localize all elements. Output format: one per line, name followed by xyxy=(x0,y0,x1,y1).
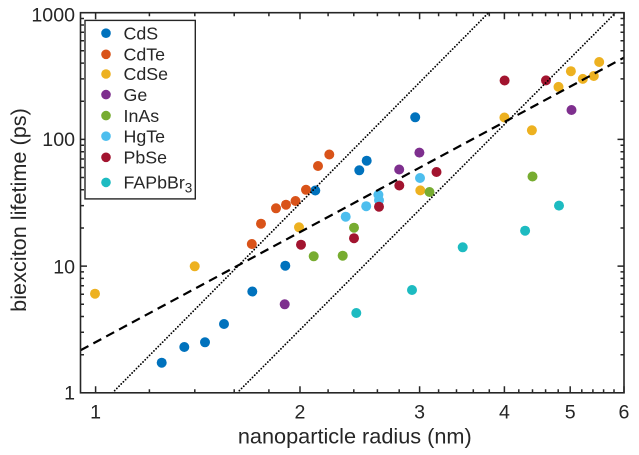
svg-text:5: 5 xyxy=(565,402,576,424)
svg-text:100: 100 xyxy=(42,129,75,151)
svg-text:InAs: InAs xyxy=(124,106,160,126)
svg-text:CdTe: CdTe xyxy=(124,45,166,65)
svg-text:FAPbBr3: FAPbBr3 xyxy=(124,173,193,196)
svg-text:HgTe: HgTe xyxy=(124,126,166,146)
svg-text:1: 1 xyxy=(90,402,101,424)
svg-text:6: 6 xyxy=(619,402,630,424)
svg-text:PbSe: PbSe xyxy=(124,148,168,168)
svg-text:1: 1 xyxy=(64,383,75,405)
svg-text:4: 4 xyxy=(499,402,510,424)
svg-text:biexciton lifetime (ps): biexciton lifetime (ps) xyxy=(6,108,31,312)
svg-text:CdSe: CdSe xyxy=(124,64,169,84)
svg-text:nanoparticle radius (nm): nanoparticle radius (nm) xyxy=(238,424,472,449)
svg-text:Ge: Ge xyxy=(124,85,148,105)
svg-text:10: 10 xyxy=(53,256,75,278)
svg-text:1000: 1000 xyxy=(31,4,75,26)
svg-text:CdS: CdS xyxy=(124,23,159,43)
svg-text:2: 2 xyxy=(295,402,306,424)
svg-text:3: 3 xyxy=(414,402,425,424)
